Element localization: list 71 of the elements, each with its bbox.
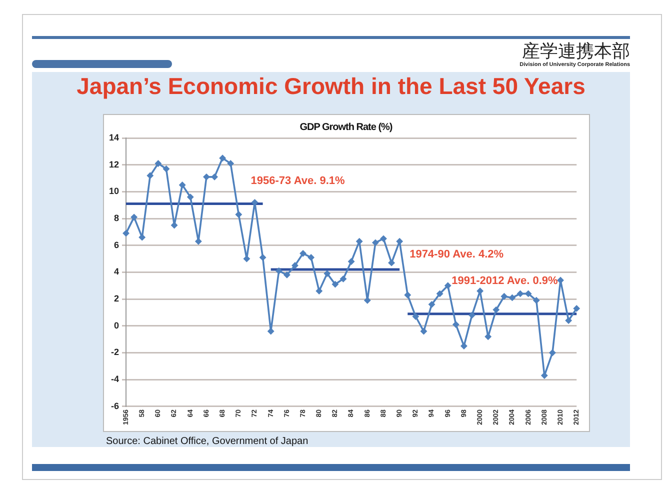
y-tick-label: 0	[114, 320, 120, 330]
point	[139, 234, 146, 240]
point	[501, 293, 508, 300]
point	[412, 313, 419, 320]
point	[122, 230, 130, 236]
point	[428, 301, 435, 308]
point	[316, 288, 322, 294]
series-label: 1956-73 Ave. 9.1%	[250, 174, 345, 187]
point	[484, 334, 492, 340]
point	[130, 214, 138, 220]
point	[228, 160, 234, 167]
point	[541, 372, 548, 379]
point	[509, 294, 516, 301]
point	[276, 268, 282, 274]
y-tick-label: 12	[108, 159, 120, 170]
point	[308, 254, 314, 261]
point	[404, 292, 411, 298]
y-tick-label: 10	[108, 186, 120, 196]
text: 産学連携本部	[522, 40, 630, 62]
point	[284, 272, 290, 278]
point	[292, 262, 298, 269]
point	[179, 182, 186, 188]
point	[557, 277, 564, 284]
y-tick-label: 6	[114, 240, 120, 250]
point	[348, 258, 354, 265]
point	[493, 306, 500, 313]
point	[396, 238, 403, 244]
point	[533, 297, 540, 304]
source-note: Source: Cabinet Office, Government of Japan	[106, 436, 308, 447]
point	[420, 328, 427, 334]
point	[147, 172, 154, 179]
point	[211, 174, 218, 180]
point	[163, 166, 170, 172]
y-tick-label: 14	[108, 132, 120, 142]
point	[356, 238, 362, 244]
y-tick-label: 8	[114, 213, 120, 224]
point	[195, 238, 202, 244]
point	[452, 321, 460, 328]
point	[300, 250, 306, 257]
point	[565, 317, 572, 324]
point	[436, 290, 443, 297]
point	[517, 290, 524, 297]
y-tick-label: -6	[110, 400, 120, 411]
point	[525, 290, 532, 297]
point	[380, 236, 387, 242]
point	[372, 240, 379, 246]
point	[388, 260, 395, 266]
series-label: 1974-90 Ave. 4.2%	[410, 248, 504, 261]
point	[468, 312, 476, 318]
point	[268, 328, 274, 334]
point	[574, 305, 580, 312]
y-tick-label: 2	[114, 294, 120, 304]
point	[203, 174, 210, 180]
point	[549, 350, 556, 356]
chart-title: Japan’s Economic Growth in the Last 50 Years	[76, 73, 586, 100]
point	[332, 281, 338, 288]
y-tick-label: -4	[110, 374, 120, 384]
point	[340, 276, 346, 282]
y-tick-label: 4	[114, 266, 120, 277]
chart-subtitle: GDP Growth Rate (%)	[298, 122, 394, 133]
text: 1991-2012 Ave. 0.9%	[452, 274, 558, 287]
point	[476, 288, 484, 294]
point	[155, 160, 162, 167]
point	[460, 342, 468, 350]
point	[219, 155, 226, 162]
point	[236, 211, 242, 218]
point	[444, 282, 451, 289]
point	[324, 270, 330, 277]
y-tick-label: -2	[110, 347, 120, 358]
point	[260, 254, 266, 261]
point	[187, 194, 194, 200]
